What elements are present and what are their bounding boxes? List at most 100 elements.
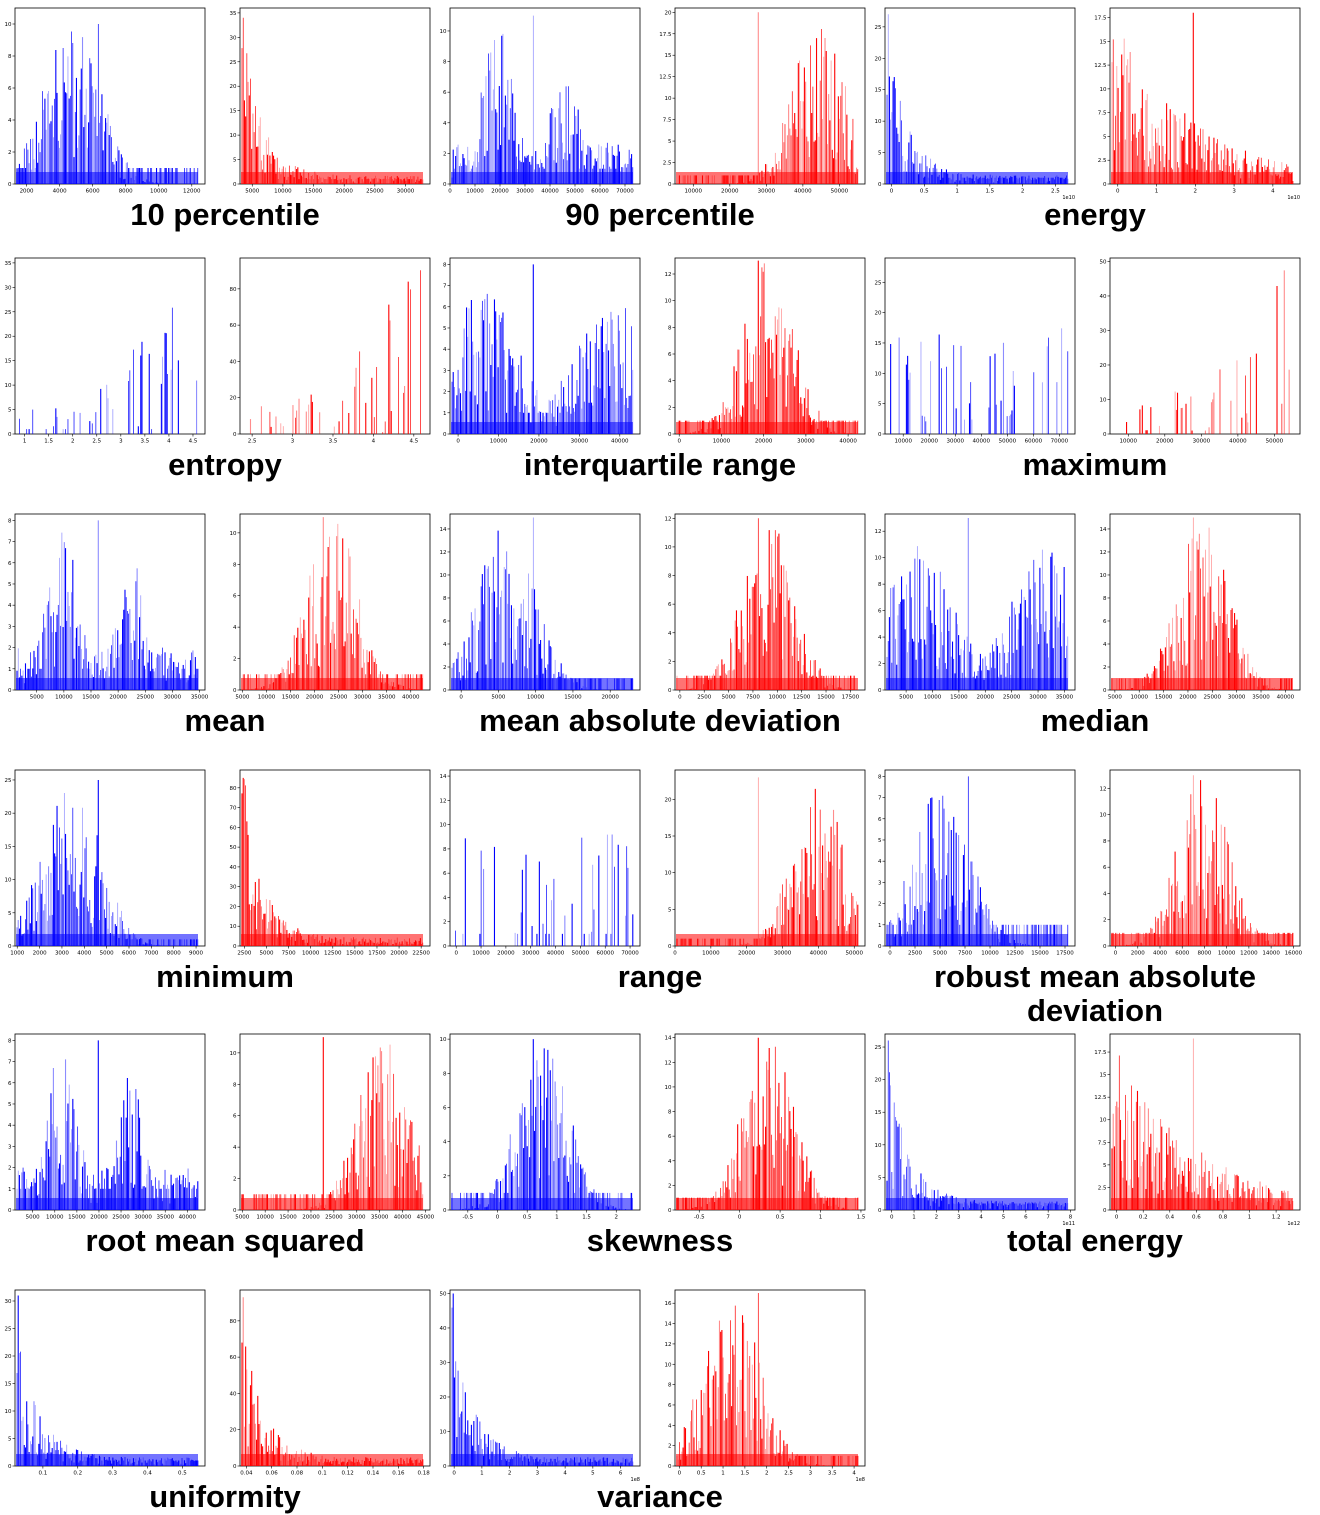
histogram-10-blue-xtick-label: 4000 — [77, 951, 91, 957]
histogram-5-blue-ytick-label: 7 — [443, 284, 447, 290]
histogram-10-blue: 1000 2000 3000 4000 5000 6000 7000 8000 9000 0 5 10… — [5, 769, 206, 957]
histogram-15-red-ytick-label: 10 — [1100, 1118, 1107, 1124]
histogram-12-blue-xtick-label: 15000 — [1031, 951, 1049, 957]
histogram-9-blue-ytick-label: 10 — [875, 556, 882, 562]
histogram-15-red-ytick-label: 12.5 — [1094, 1095, 1107, 1101]
histogram-11-red-xtick-label: 20000 — [738, 951, 756, 957]
histogram-2-blue-xtick-label: 0 — [448, 189, 452, 195]
histogram-13-blue-ytick-label: 3 — [8, 1144, 12, 1150]
histogram-11-red-xtick-label: 40000 — [810, 951, 828, 957]
histogram-7-red-xtick-label: 25000 — [330, 695, 348, 701]
histogram-10-blue-xtick-label: 1000 — [10, 951, 24, 957]
histogram-3-red-ytick-label: 15 — [1100, 39, 1107, 45]
histogram-15-blue-xtick-label: 8 — [1069, 1215, 1073, 1221]
histogram-14-blue-ytick-label: 10 — [440, 1037, 447, 1043]
histogram-12-blue-ytick-label: 4 — [878, 859, 882, 865]
histogram-3-blue-ytick-label: 15 — [875, 88, 882, 94]
histogram-5-red-xtick-label: 30000 — [797, 439, 815, 445]
histogram-12-blue-svg: 0 2500 5000 7500 10000 12500 15000 17500 0 1 2 3 4 5 6… — [878, 769, 1076, 957]
histogram-9-blue-xtick-label: 15000 — [950, 695, 968, 701]
histogram-pair-label: energy — [1044, 197, 1146, 232]
histogram-7-blue-xtick-label: 20000 — [109, 695, 127, 701]
histogram-8-blue-ytick-label: 6 — [443, 619, 447, 625]
histogram-4-red-ytick-label: 60 — [230, 323, 237, 329]
histogram-1-blue-xtick-label: 2000 — [20, 189, 34, 195]
histogram-10-blue-ytick-label: 25 — [5, 778, 12, 784]
histogram-pair-label: robust mean absolute deviation — [933, 959, 1257, 1028]
histogram-13-blue-ytick-label: 2 — [8, 1166, 12, 1172]
histogram-4-red-xtick-label: 3.5 — [329, 439, 338, 445]
histogram-15-blue-ytick-label: 25 — [875, 1045, 882, 1051]
histogram-1-red-frame — [239, 7, 431, 185]
histogram-4-blue: 1 1.5 2 2.5 3 3.5 4 4.5 0 5 10 15 20 25 30 35 — [5, 257, 206, 445]
histogram-pair-label: minimum — [156, 959, 294, 994]
histogram-11-red-ytick-label: 15 — [665, 834, 672, 840]
histogram-11-blue-frame — [449, 769, 641, 947]
histogram-6-red-frame — [1109, 257, 1301, 435]
histogram-2-red-ytick-label: 12.5 — [659, 75, 672, 81]
histogram-1-blue-ytick-label: 0 — [8, 182, 12, 188]
histogram-2-red-xtick-label: 20000 — [721, 189, 739, 195]
histogram-9-red-ytick-label: 2 — [1103, 665, 1107, 671]
histogram-9-blue-ytick-label: 8 — [878, 582, 882, 588]
histogram-14-blue-frame — [449, 1033, 641, 1211]
histogram-12-blue-xtick-label: 2500 — [908, 951, 922, 957]
histogram-7-red-ytick-label: 8 — [233, 562, 237, 568]
histogram-1-blue-ytick-label: 2 — [8, 150, 12, 156]
histogram-6-blue-xtick-label: 30000 — [947, 439, 965, 445]
histogram-9-blue-xtick-label: 10000 — [924, 695, 942, 701]
histogram-pair-label: maximum — [1022, 447, 1168, 482]
histogram-11-blue-ytick-label: 2 — [443, 920, 447, 926]
histogram-11-blue-ytick-label: 10 — [440, 823, 447, 829]
histogram-7-blue: 5000 10000 15000 20000 25000 30000 35000 0 1 2 3 4 5… — [8, 513, 209, 701]
histogram-15-blue-ytick-label: 0 — [878, 1208, 882, 1214]
histogram-10-red-ytick-label: 0 — [233, 944, 237, 950]
histogram-7-red-ytick-label: 10 — [230, 531, 237, 537]
histogram-4-blue-base-bars — [16, 422, 198, 434]
histogram-12-red-ytick-label: 4 — [1103, 891, 1107, 897]
histogram-14-blue-base-bars — [451, 1198, 633, 1210]
histogram-8-blue-ytick-label: 2 — [443, 665, 447, 671]
histogram-8-red-ytick-label: 0 — [668, 688, 672, 694]
histogram-4-red-ytick-label: 80 — [230, 287, 237, 293]
histogram-12-red-xtick-label: 16000 — [1285, 951, 1303, 957]
histogram-5-red-xtick-label: 10000 — [713, 439, 731, 445]
histogram-11-red-ytick-label: 0 — [668, 944, 672, 950]
histogram-2-red-ytick-label: 10 — [665, 96, 672, 102]
histogram-15-red-svg: 0 0.2 0.4 0.6 0.8 1 1.2 0 2.5 5 7.5 10 12.5 15 17.5 1e1… — [1094, 1033, 1301, 1227]
histogram-3-blue-svg: 0 0.5 1 1.5 2 2.5 0 5 10 15 20 25 1e10 — [875, 7, 1076, 201]
histogram-2-red-svg: 10000 20000 30000 40000 50000 0 2.5 5 7.5 10 12.5 1… — [659, 7, 866, 195]
histogram-2-blue-frame — [449, 7, 641, 185]
histogram-2-red-xtick-label: 50000 — [831, 189, 849, 195]
histogram-pair-label: median — [1040, 703, 1150, 738]
histogram-9-blue-xtick-label: 20000 — [977, 695, 995, 701]
histogram-4-red: 2.5 3 3.5 4 4.5 0 20 40 60 80 — [230, 257, 431, 445]
histogram-1-red-xtick-label: 10000 — [274, 189, 292, 195]
histogram-6-blue-ytick-label: 25 — [875, 280, 882, 286]
histogram-8-red-xtick-label: 0 — [678, 695, 682, 701]
histogram-1-red-xtick-label: 20000 — [335, 189, 353, 195]
histogram-10-red-ytick-label: 50 — [230, 845, 237, 851]
histogram-4-blue-ytick-label: 10 — [5, 383, 12, 389]
histogram-4-blue-ytick-label: 5 — [8, 408, 12, 414]
histogram-15-red-xtick-label: 1.2 — [1272, 1215, 1281, 1221]
histogram-4-red-xtick-label: 3 — [291, 439, 295, 445]
histogram-9-blue: 5000 10000 15000 20000 25000 30000 35000 0 2 4 6 8 1… — [875, 513, 1076, 701]
histogram-4-blue-xtick-label: 1.5 — [44, 439, 53, 445]
histogram-12-red-base-bars — [1111, 934, 1293, 946]
histogram-15-red-xtick-label: 0.2 — [1139, 1215, 1148, 1221]
histogram-14-blue-xtick-label: 2 — [615, 1215, 619, 1221]
histogram-10-red-xtick-label: 20000 — [390, 951, 408, 957]
histogram-7-blue-xtick-label: 25000 — [137, 695, 155, 701]
histogram-4-red-ytick-label: 20 — [230, 396, 237, 402]
histogram-15-blue-ytick-label: 20 — [875, 1078, 882, 1084]
histogram-3-red-ytick-label: 2.5 — [1098, 158, 1107, 164]
histogram-11-blue-xtick-label: 0 — [454, 951, 458, 957]
histogram-pair-label: mean absolute deviation — [479, 703, 841, 738]
histogram-1-blue-xtick-label: 4000 — [53, 189, 67, 195]
histogram-15-red-frame — [1109, 1033, 1301, 1211]
histogram-13-red-ytick-label: 6 — [233, 1114, 237, 1120]
histogram-15-blue-xtick-label: 2 — [935, 1215, 939, 1221]
histogram-4-blue-ytick-label: 0 — [8, 432, 12, 438]
histogram-4-red-frame — [239, 257, 431, 435]
